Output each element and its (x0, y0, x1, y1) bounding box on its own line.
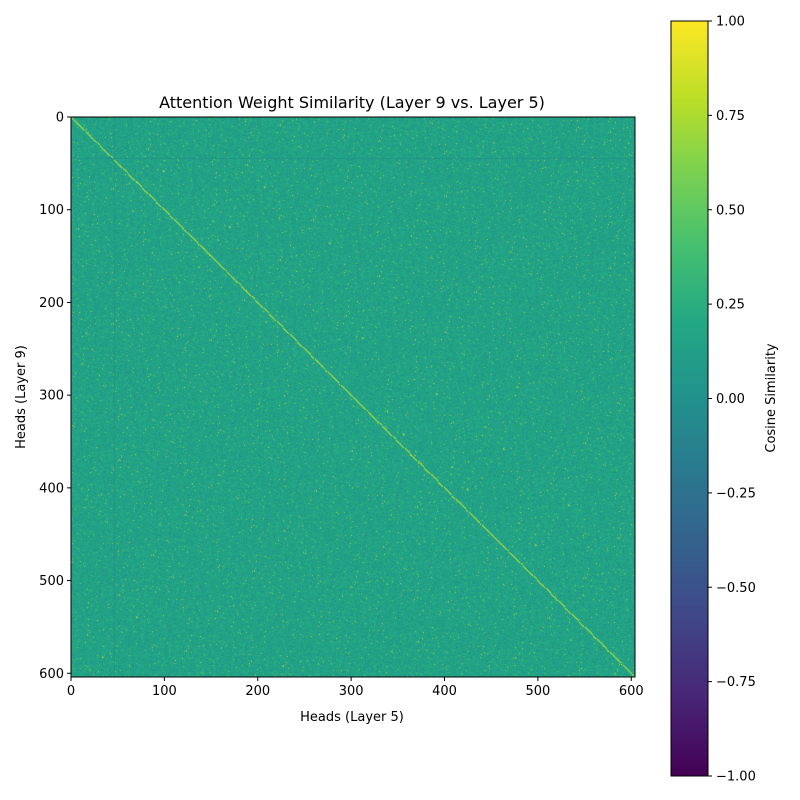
y-tick-label: 400 (39, 481, 64, 496)
y-tick-label: 600 (39, 667, 64, 682)
y-tick-label: 500 (39, 574, 64, 589)
heatmap-area (70, 116, 636, 678)
colorbar-ticks: 1.00 0.75 0.50 0.25 0.00 −0.25 −0.50 −0.75 −1.00 (708, 15, 756, 785)
y-tick-label: 300 (39, 389, 64, 404)
y-axis-label: Heads (Layer 9) (14, 345, 29, 449)
x-axis: 0 100 200 300 400 500 600 (67, 677, 644, 699)
x-tick-label: 0 (67, 684, 75, 699)
colorbar-tick-label: 0.00 (716, 392, 745, 407)
colorbar-tick-label: −0.75 (716, 675, 756, 690)
x-tick-label: 600 (619, 684, 644, 699)
y-tick-label: 0 (56, 111, 64, 126)
colorbar-label: Cosine Similarity (764, 343, 779, 453)
colorbar-gradient (671, 21, 708, 776)
colorbar-tick-label: −1.00 (716, 770, 756, 785)
colorbar-tick-label: 0.50 (716, 203, 745, 218)
heatmap-cells (71, 117, 635, 677)
chart-title: Attention Weight Similarity (Layer 9 vs.… (159, 93, 545, 112)
y-tick-label: 100 (39, 203, 64, 218)
x-tick-label: 500 (525, 684, 550, 699)
x-axis-label: Heads (Layer 5) (300, 710, 404, 725)
x-tick-label: 400 (432, 684, 457, 699)
colorbar-tick-label: 1.00 (716, 15, 745, 30)
x-tick-label: 300 (339, 684, 364, 699)
y-tick-label: 200 (39, 296, 64, 311)
plot-frame (70, 116, 636, 678)
colorbar-tick-label: −0.25 (716, 486, 756, 501)
y-axis: 0 100 200 300 400 500 600 (39, 111, 71, 682)
x-tick-label: 100 (152, 684, 177, 699)
heatmap-image-holder (71, 117, 635, 677)
colorbar: 1.00 0.75 0.50 0.25 0.00 −0.25 −0.50 −0.75 −1.00… (670, 15, 779, 785)
colorbar-tick-label: 0.25 (716, 298, 745, 313)
colorbar-tick-label: −0.50 (716, 581, 756, 596)
x-tick-label: 200 (245, 684, 270, 699)
colorbar-tick-label: 0.75 (716, 109, 745, 124)
